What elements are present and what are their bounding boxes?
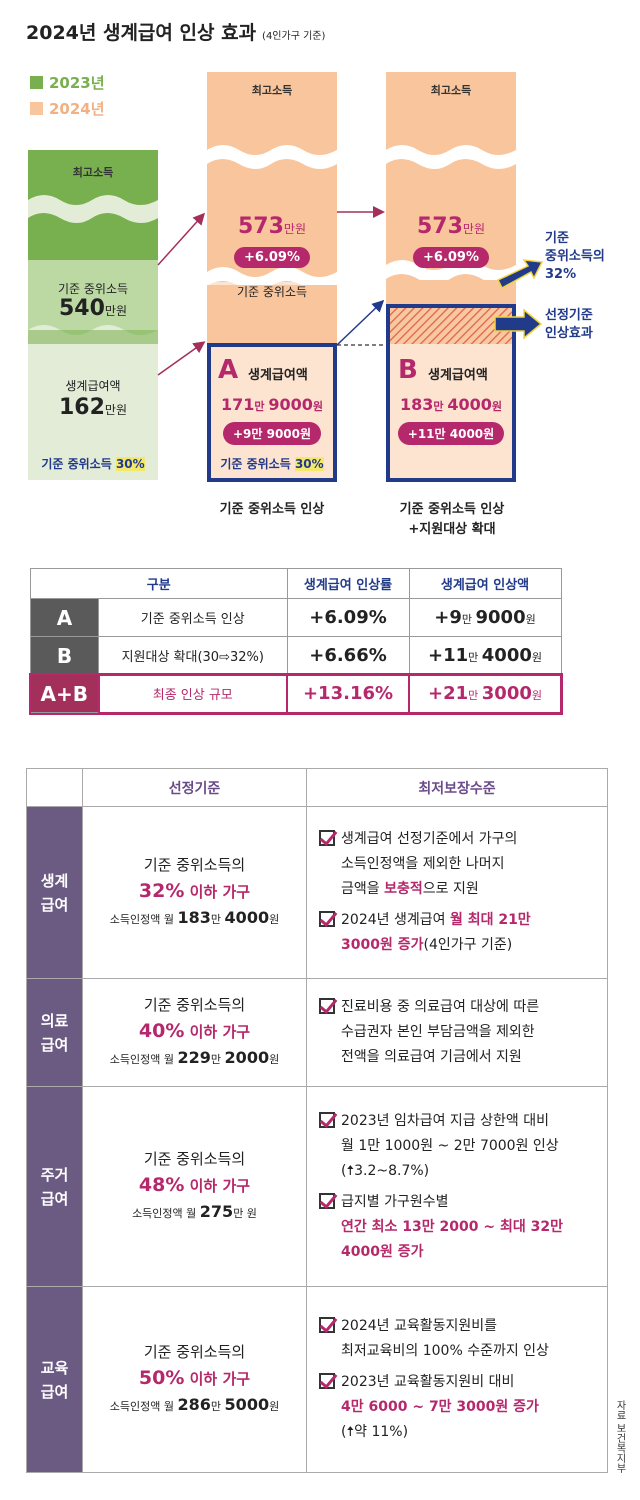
category-cell: 교육 급여 (26, 1286, 83, 1473)
check-item: 2023년 교육활동지원비 대비 4만 6000 ~ 7만 3000원 증가 (… (317, 1370, 597, 1445)
colA-letter: A (218, 355, 239, 385)
colB-increase: +11만 4000원 (388, 422, 514, 445)
category-cell: 생계 급여 (26, 806, 83, 979)
check-item: 진료비용 중 의료급여 대상에 따른 수급권자 본인 부담금액을 제외한 전액을… (317, 995, 597, 1070)
category-cell: 의료 급여 (26, 978, 83, 1087)
benefit-table: 선정기준 최저보장수준 생계 급여 기준 중위소득의 32% 이하 가구 소득인정액 월… (26, 768, 608, 1473)
table-row-total: A+B 최종 인상 규모 +13.16% +21만 3000원 (28, 672, 563, 715)
checkbox-icon (319, 1373, 335, 1389)
colB-box-label: 생계급여액 (428, 368, 488, 383)
col2023-note: 기준 중위소득 30% (41, 457, 145, 471)
category-cell: 주거 급여 (26, 1086, 83, 1287)
check-item: 급지별 가구원수별 연간 최소 13만 2000 ~ 최대 32만 4000원 … (317, 1190, 597, 1265)
t1-header-amount: 생계급여 인상액 (408, 568, 562, 599)
legend-swatch-2024 (30, 102, 43, 115)
checkbox-icon (319, 830, 335, 846)
criteria-cell: 기준 중위소득의 50% 이하 가구 소득인정액 월 286만 5000원 (82, 1286, 307, 1473)
checkbox-icon (319, 998, 335, 1014)
table-row: 생계 급여 기준 중위소득의 32% 이하 가구 소득인정액 월 183만 4000원 생… (26, 806, 608, 979)
legend-swatch-2023 (30, 76, 43, 89)
legend-2024: 2024년 (30, 98, 105, 119)
colB-caption-2: +지원대상 확대 (408, 522, 496, 537)
page-title: 2024년 생계급여 인상 효과 (4인가구 기준) (26, 22, 326, 44)
check-item: 생계급여 선정기준에서 가구의 소득인정액을 제외한 나머지 금액을 보충적으로… (317, 827, 597, 902)
colA-value: 171만 9000원 (220, 395, 323, 414)
table-row: 주거 급여 기준 중위소득의 48% 이하 가구 소득인정액 월 275만 원 2023년… (26, 1086, 608, 1287)
check-item: 2023년 임차급여 지급 상한액 대비 월 1만 1000원 ~ 2만 700… (317, 1109, 597, 1184)
colA-increase: +9만 9000원 (209, 422, 335, 445)
criteria-cell: 기준 중위소득의 48% 이하 가구 소득인정액 월 275만 원 (82, 1086, 307, 1287)
table-row: B 지원대상 확대(30⇨32%) +6.66% +11만 4000원 (30, 636, 562, 675)
check-item: 2024년 교육활동지원비를 최저교육비의 100% 수준까지 인상 (317, 1314, 597, 1364)
table-row: A 기준 중위소득 인상 +6.09% +9만 9000원 (30, 598, 562, 637)
benefit-cell: 2023년 임차급여 지급 상한액 대비 월 1만 1000원 ~ 2만 700… (306, 1086, 608, 1287)
checkbox-icon (319, 1317, 335, 1333)
colA-caption: 기준 중위소득 인상 (219, 502, 325, 517)
t1-header-rate: 생계급여 인상률 (286, 568, 410, 599)
t1-header-category: 구분 (30, 568, 288, 599)
col2023-low-value: 162만원 (58, 395, 128, 420)
source-note: 자료 보건복지부 (614, 1400, 625, 1474)
benefit-cell: 진료비용 중 의료급여 대상에 따른 수급권자 본인 부담금액을 제외한 전액을… (306, 978, 608, 1087)
col2023-top-label: 최고소득 (72, 166, 114, 179)
colB-pct: +6.09% (386, 246, 516, 268)
diagram-graphics (28, 72, 544, 482)
colB-amount: 573만원 (416, 214, 486, 239)
criteria-cell: 기준 중위소득의 40% 이하 가구 소득인정액 월 229만 2000원 (82, 978, 307, 1087)
table-row: 교육 급여 기준 중위소득의 50% 이하 가구 소득인정액 월 286만 5000원 2… (26, 1286, 608, 1473)
table-row: 의료 급여 기준 중위소득의 40% 이하 가구 소득인정액 월 229만 2000원 진… (26, 978, 608, 1087)
title-note: (4인가구 기준) (262, 31, 326, 42)
t2-header-criteria: 선정기준 (82, 768, 307, 807)
col2023-mid-label: 기준 중위소득 (57, 282, 129, 296)
colA-amount: 573만원 (237, 214, 307, 239)
checkbox-icon (319, 911, 335, 927)
col2023-low-label: 생계급여액 (65, 379, 121, 393)
check-item: 2024년 생계급여 월 최대 21만 3000원 증가(4인가구 기준) (317, 908, 597, 958)
colB-caption-1: 기준 중위소득 인상 (399, 502, 505, 517)
callout-median-32: 기준 중위소득의 32% (545, 231, 605, 282)
checkbox-icon (319, 1192, 335, 1209)
colB-value: 183만 4000원 (399, 395, 502, 414)
benefit-cell: 생계급여 선정기준에서 가구의 소득인정액을 제외한 나머지 금액을 보충적으로… (306, 806, 608, 979)
colA-mid-label: 기준 중위소득 (236, 285, 308, 299)
t2-header-level: 최저보장수준 (306, 768, 608, 807)
callout-selection-effect: 선정기준 인상효과 (545, 308, 593, 341)
checkbox-icon (319, 1111, 335, 1128)
col2023-mid-value: 540만원 (58, 296, 128, 321)
legend-2023: 2023년 (30, 72, 105, 93)
summary-table: 구분 생계급여 인상률 생계급여 인상액 A 기준 중위소득 인상 +6.09%… (28, 568, 563, 715)
colA-top-label: 최고소득 (251, 84, 293, 97)
colB-top-label: 최고소득 (430, 84, 472, 97)
colA-pct: +6.09% (207, 246, 337, 268)
colA-note: 기준 중위소득 30% (220, 457, 324, 471)
benefit-cell: 2024년 교육활동지원비를 최저교육비의 100% 수준까지 인상 2023년 … (306, 1286, 608, 1473)
colB-letter: B (398, 355, 418, 385)
criteria-cell: 기준 중위소득의 32% 이하 가구 소득인정액 월 183만 4000원 (82, 806, 307, 979)
colA-box-label: 생계급여액 (248, 368, 308, 383)
